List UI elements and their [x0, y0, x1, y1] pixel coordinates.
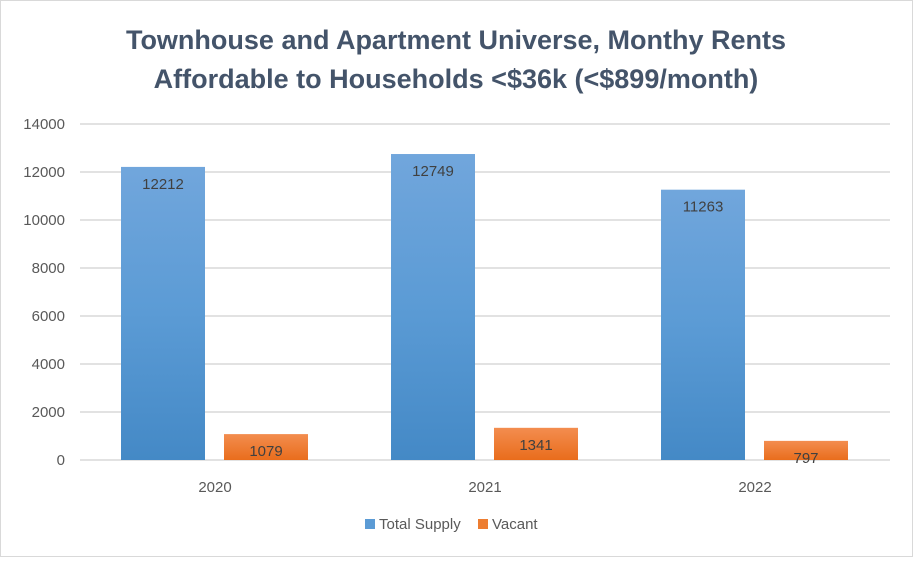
data-label: 12212 — [142, 176, 184, 193]
y-tick-label: 10000 — [23, 212, 65, 229]
y-tick-label: 8000 — [32, 260, 65, 277]
bar-total-supply-2020[interactable] — [121, 166, 205, 461]
data-label: 1079 — [249, 443, 282, 460]
bar-total-supply-2021[interactable] — [391, 154, 475, 461]
data-label: 12749 — [412, 163, 454, 180]
data-label: 1341 — [519, 437, 552, 454]
legend-label: Total Supply — [379, 516, 461, 533]
x-tick-label: 2020 — [198, 479, 231, 496]
data-label: 11263 — [683, 199, 724, 216]
legend-swatch — [478, 519, 488, 529]
chart-title-line-1: Townhouse and Apartment Universe, Monthy… — [126, 25, 786, 55]
bar-vacant-2020[interactable] — [224, 434, 308, 460]
y-tick-label: 4000 — [32, 356, 65, 373]
y-tick-label: 6000 — [32, 308, 65, 325]
bar-total-supply-2022[interactable] — [661, 189, 745, 461]
legend-label: Vacant — [492, 516, 538, 533]
y-tick-label: 0 — [57, 452, 65, 469]
y-tick-label: 12000 — [23, 164, 65, 181]
y-tick-label: 2000 — [32, 404, 65, 421]
bar-vacant-2021[interactable] — [494, 427, 578, 460]
x-tick-label: 2021 — [468, 479, 501, 496]
y-tick-label: 14000 — [23, 116, 65, 133]
data-label: 797 — [793, 450, 818, 467]
x-tick-label: 2022 — [738, 479, 771, 496]
chart-title-line-2: Affordable to Households <$36k (<$899/mo… — [154, 64, 759, 94]
bar-vacant-2022[interactable] — [764, 440, 848, 460]
legend-swatch — [365, 519, 375, 529]
